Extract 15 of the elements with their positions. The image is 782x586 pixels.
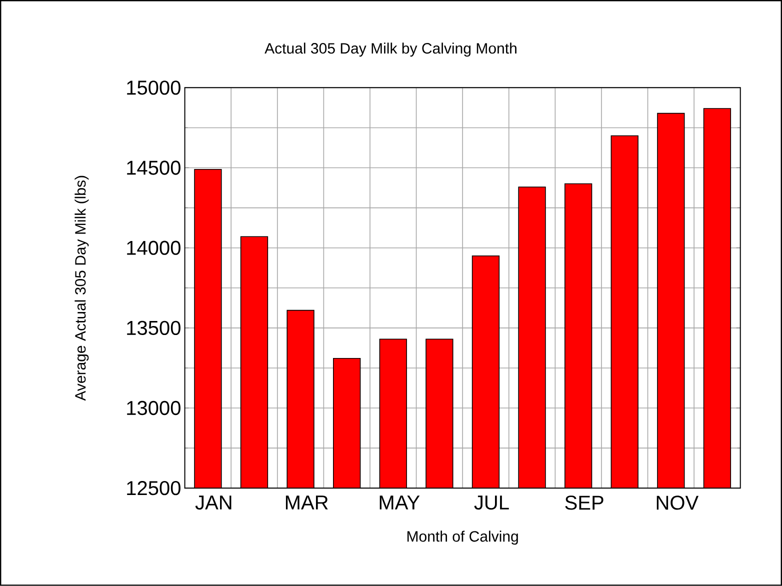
x-tick-label: MAR: [286, 496, 328, 510]
y-tick-label: 14000: [127, 240, 180, 256]
x-axis-title: Month of Calving: [407, 530, 518, 545]
chart-title: Actual 305 Day Milk by Calving Month: [264, 42, 516, 57]
x-tick-label: SEP: [565, 496, 604, 510]
x-tick-label: MAY: [380, 496, 420, 510]
y-axis-title: Average Actual 305 Day Milk (lbs): [74, 176, 89, 401]
y-tick-label: 13000: [127, 401, 180, 416]
y-tick-label: 15000: [127, 80, 180, 95]
y-tick-label: 13500: [127, 320, 180, 336]
y-tick-label: 12500: [127, 481, 180, 496]
y-tick-label: 14500: [127, 160, 180, 175]
x-tick-label: NOV: [656, 496, 699, 510]
x-tick-label: JUL: [474, 496, 509, 510]
x-tick-label: JAN: [195, 496, 232, 510]
